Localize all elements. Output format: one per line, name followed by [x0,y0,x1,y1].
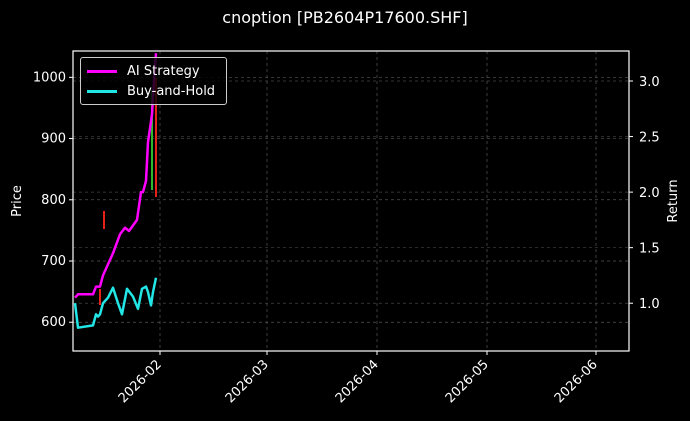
legend-swatch-buy-and-hold [87,89,117,93]
y-tick-label: 700 [41,254,66,269]
y-axis-right: 1.0 1.5 2.0 2.5 3.0 [629,75,660,312]
x-tick-label: 2026-04 [333,357,382,406]
legend-swatch-ai-strategy [87,69,117,73]
legend-item-buy-and-hold: Buy-and-Hold [87,81,215,101]
x-tick-label: 2026-02 [116,357,165,406]
y-axis-left: 600 700 800 900 1000 [33,70,73,330]
x-tick-label: 2026-06 [552,357,601,406]
y2-axis-label: Return [666,179,681,222]
y2-tick-label: 1.5 [639,242,660,257]
series-line [73,277,158,329]
y-tick-label: 800 [41,193,66,208]
chart-title: cnoption [PB2604P17600.SHF] [222,8,468,27]
plot-frame [72,50,630,352]
y-tick-label: 900 [41,132,66,147]
y2-tick-label: 2.0 [639,186,660,201]
x-tick-label: 2026-03 [223,357,272,406]
legend-label: Buy-and-Hold [127,83,216,99]
series-lines [73,53,158,329]
legend: AI Strategy Buy-and-Hold [80,57,227,105]
series-line [74,53,158,299]
x-axis: 2026-02 2026-03 2026-04 2026-05 2026-06 [116,351,601,406]
grid-lines [73,51,629,351]
legend-item-ai-strategy: AI Strategy [87,61,200,81]
y-axis-label: Price [10,185,25,217]
y-tick-label: 600 [41,315,66,330]
y2-tick-label: 3.0 [639,75,660,90]
y2-tick-label: 2.5 [639,131,660,146]
y-tick-label: 1000 [33,70,66,85]
legend-label: AI Strategy [127,63,200,79]
signal-markers [99,78,157,305]
x-tick-label: 2026-05 [443,357,492,406]
y2-tick-label: 1.0 [639,297,660,312]
